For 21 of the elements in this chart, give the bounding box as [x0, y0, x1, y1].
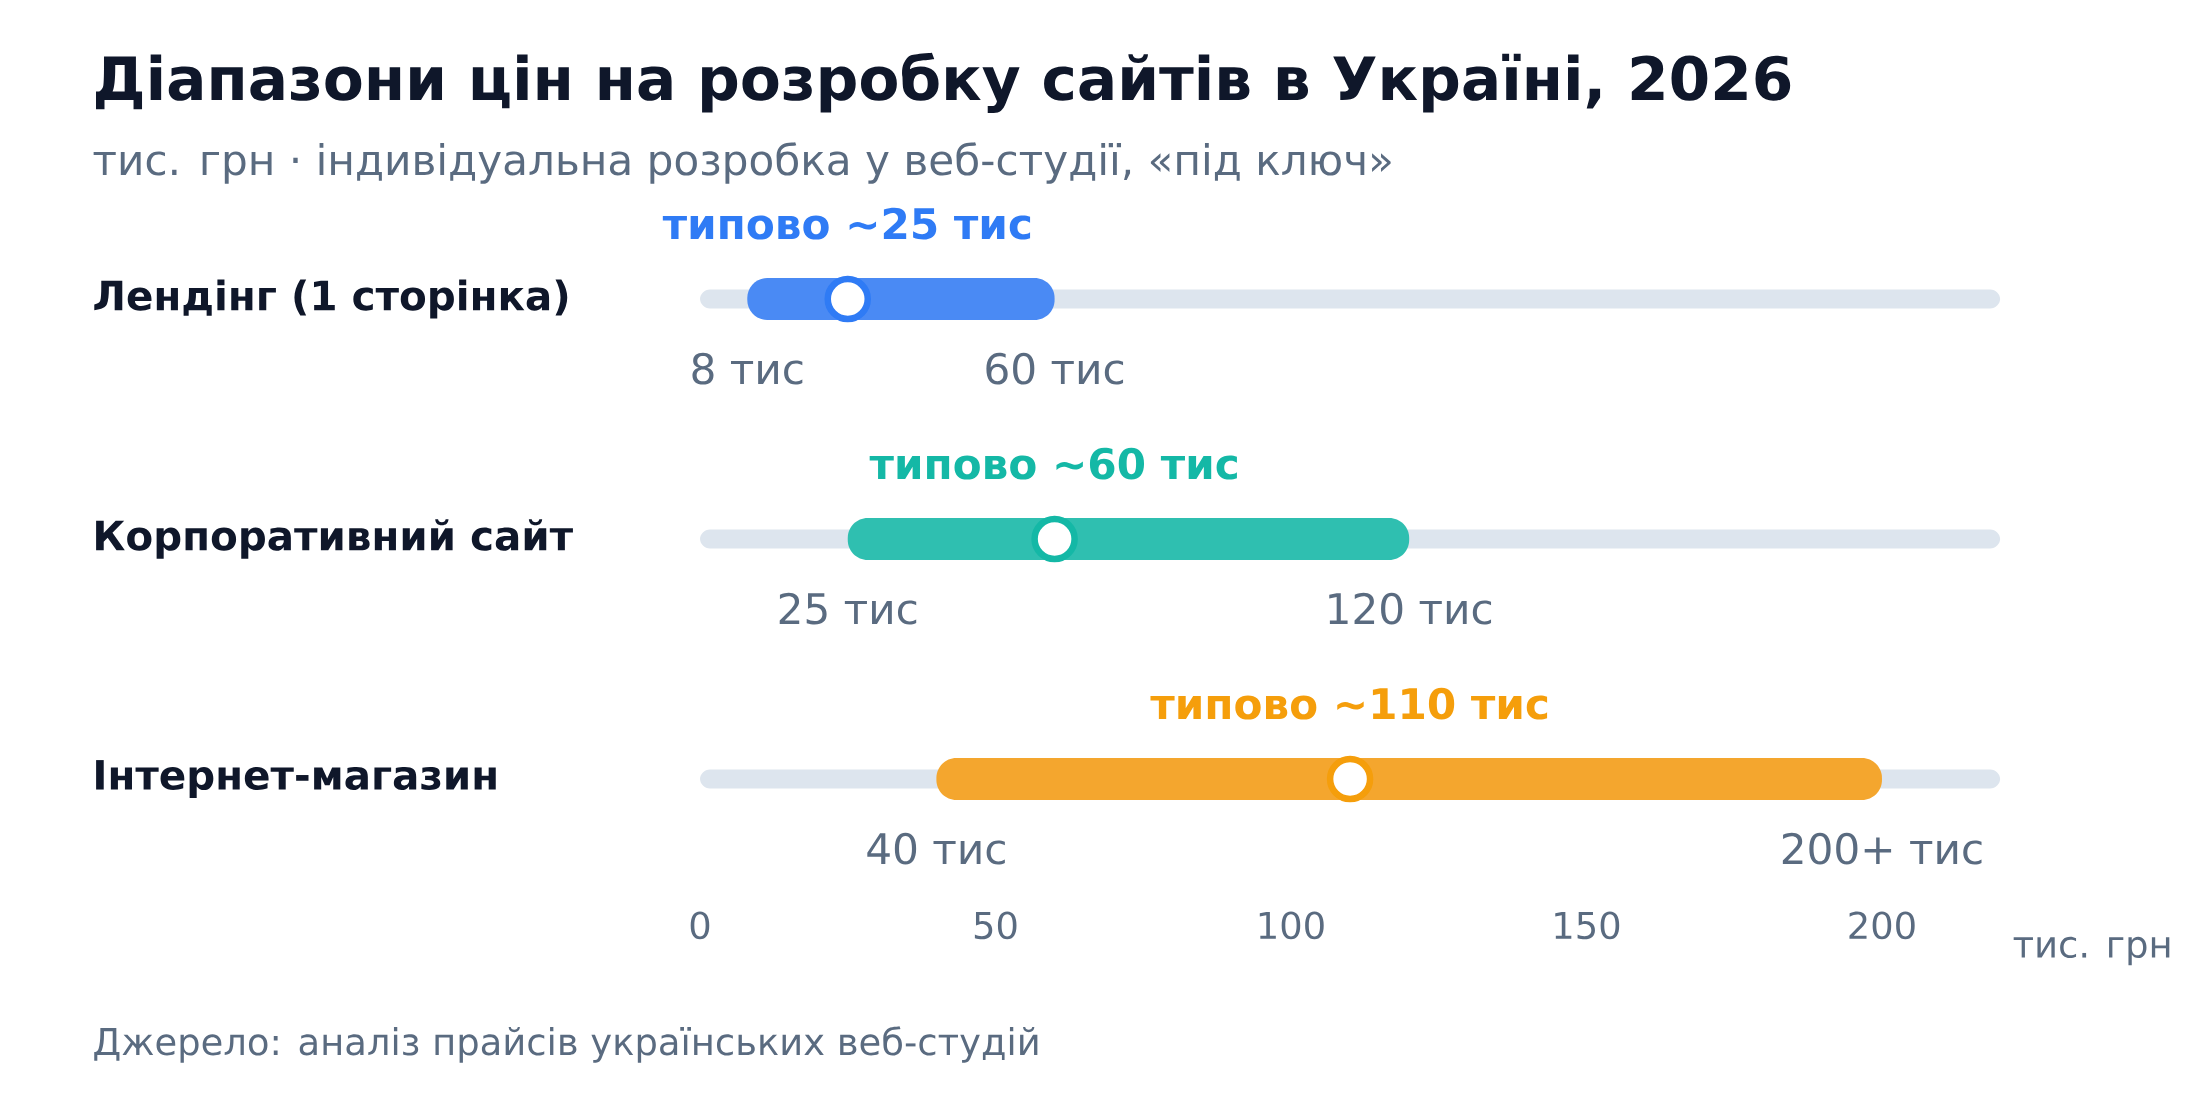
chart-subtitle: тис. грн · індивідуальна розробка у веб-студії, «під ключ»	[93, 142, 1391, 184]
x-tick-label: 50	[974, 911, 1017, 940]
annotation: 60 тис	[986, 352, 1124, 385]
data-label: типово ~25 тис	[662, 207, 1031, 240]
annotation: 8 тис	[692, 352, 803, 385]
data-label: типово ~60 тис	[869, 447, 1237, 480]
data-label: типово ~110 тис	[1150, 687, 1548, 720]
chart-title: Діапазони цін на розробку сайтів в Україні, 2026	[96, 52, 1791, 113]
x-tick-label: 0	[690, 911, 710, 940]
x-axis-title: тис. грн	[2013, 936, 2170, 966]
y-tick-label: Інтернет-магазин	[96, 760, 496, 798]
x-tick-label: 100	[1259, 911, 1324, 940]
annotation: 25 тис	[779, 592, 917, 625]
annotation: 40 тис	[867, 832, 1005, 865]
y-tick-label: Лендінг (1 сторінка)	[94, 279, 568, 319]
y-tick-label: Корпоративний сайт	[96, 519, 573, 559]
x-tick-label: 150	[1555, 911, 1620, 940]
text: Джерело: аналіз прайсів українських веб-студій	[94, 1026, 1038, 1063]
x-tick-label: 200	[1849, 911, 1915, 940]
annotation: 120 тис	[1329, 592, 1492, 625]
annotation: 200+ тис	[1782, 832, 1982, 865]
